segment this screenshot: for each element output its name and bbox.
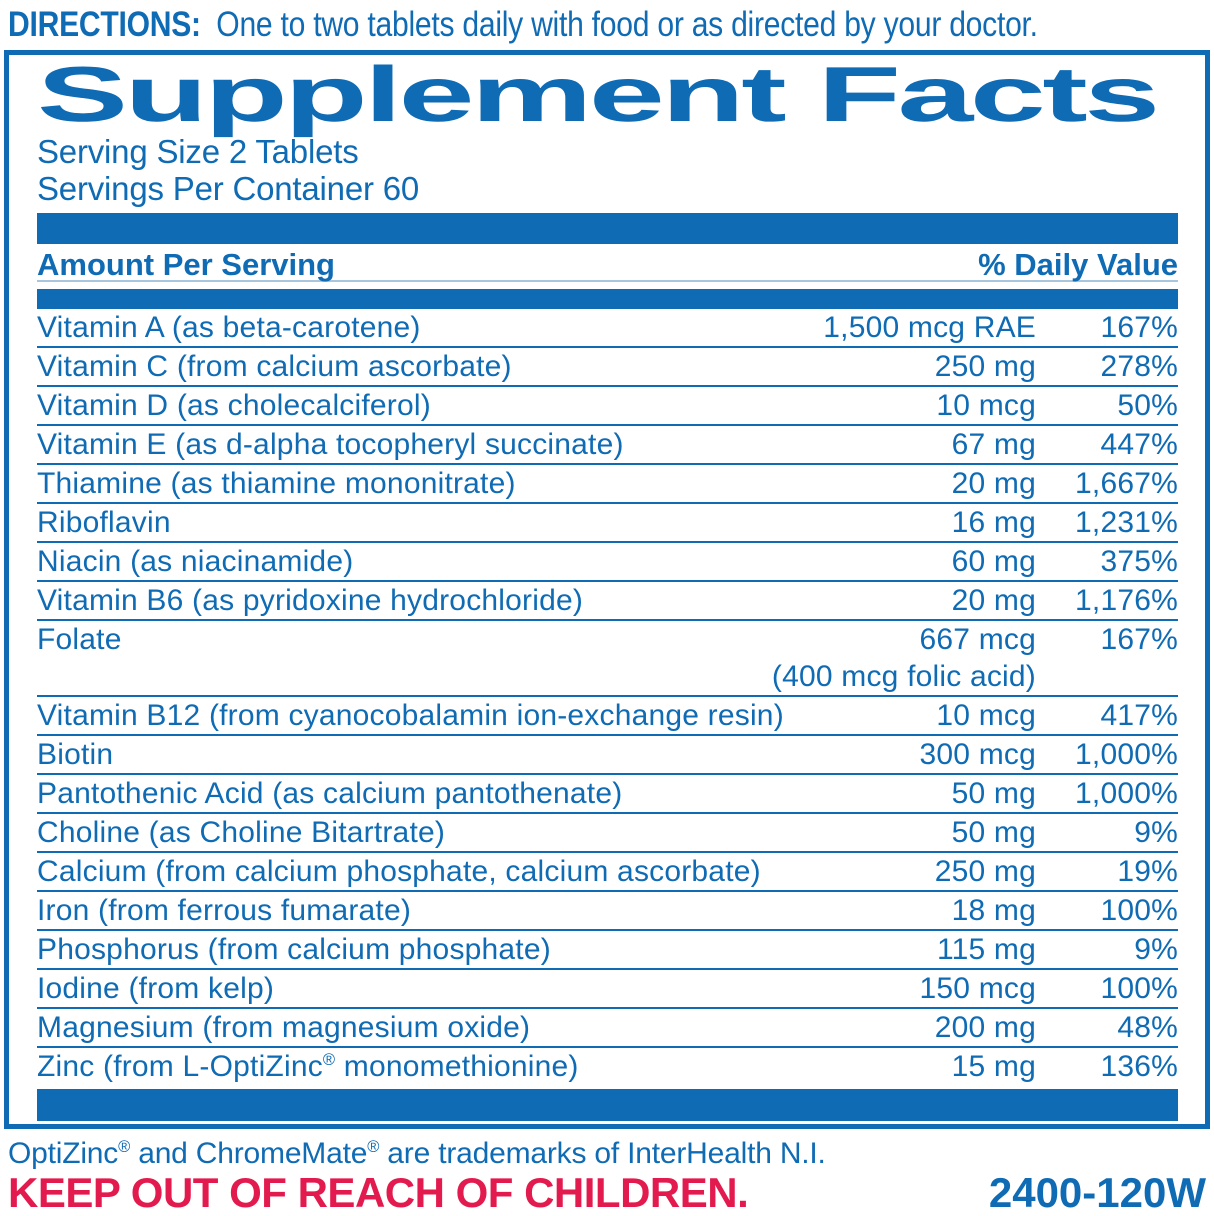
nutrient-name: Folate [37, 623, 122, 656]
nutrient-amount: 50 mg [951, 816, 1036, 849]
nutrient-name: Vitamin C (from calcium ascorbate) [37, 350, 512, 383]
nutrient-row: Vitamin E (as d-alpha tocopheryl succina… [37, 426, 1178, 465]
nutrient-amount: 67 mg [951, 428, 1036, 461]
nutrient-row: Vitamin D (as cholecalciferol) 10 mcg 50% [37, 387, 1178, 426]
nutrient-dv: 1,000% [1075, 738, 1178, 771]
divider-bar-top [37, 213, 1178, 244]
nutrient-dv: 417% [1100, 699, 1178, 732]
serving-size: Serving Size 2 Tablets [37, 133, 359, 170]
nutrient-amount: 15 mg [951, 1050, 1036, 1083]
nutrient-dv: 278% [1100, 350, 1178, 383]
nutrient-amount: 18 mg [951, 894, 1036, 927]
product-code: 2400-120W [988, 1169, 1206, 1216]
nutrient-row: Biotin 300 mcg 1,000% [37, 736, 1178, 775]
nutrient-row: Iodine (from kelp) 150 mcg 100% [37, 970, 1178, 1009]
nutrient-row: Calcium (from calcium phosphate, calcium… [37, 853, 1178, 892]
nutrient-name: Iodine (from kelp) [37, 972, 275, 1005]
nutrient-dv: 100% [1100, 972, 1178, 1005]
directions-line: DIRECTIONS: One to two tablets daily with… [0, 0, 1214, 46]
nutrient-row: Niacin (as niacinamide) 60 mg 375% [37, 543, 1178, 582]
nutrient-amount: 250 mg [934, 855, 1036, 888]
nutrient-amount: 667 mcg [919, 623, 1036, 656]
nutrient-name: Zinc (from L-OptiZinc® monomethionine) [37, 1050, 579, 1083]
nutrient-name: Phosphorus (from calcium phosphate) [37, 933, 551, 966]
directions-label: DIRECTIONS: [8, 5, 201, 44]
nutrient-dv: 50% [1117, 389, 1178, 422]
nutrient-row: Vitamin A (as beta-carotene) 1,500 mcg RA… [37, 309, 1178, 348]
nutrient-name: Thiamine (as thiamine mononitrate) [37, 467, 516, 500]
nutrient-dv: 100% [1100, 894, 1178, 927]
nutrient-name: Biotin [37, 738, 114, 771]
nutrient-name: Vitamin E (as d-alpha tocopheryl succina… [37, 428, 624, 461]
trademark-note: OptiZinc® and ChromeMate® are trademarks… [8, 1137, 826, 1170]
nutrient-name: Calcium (from calcium phosphate, calcium… [37, 855, 761, 888]
nutrient-dv: 48% [1117, 1011, 1178, 1044]
nutrient-amount: 115 mg [936, 933, 1036, 966]
servings-per-container: Servings Per Container 60 [37, 170, 420, 207]
nutrient-amount: 16 mg [951, 506, 1036, 539]
nutrient-name: Vitamin A (as beta-carotene) [37, 311, 421, 344]
warning-text: KEEP OUT OF REACH OF CHILDREN. [8, 1169, 749, 1216]
nutrient-amount: 20 mg [951, 584, 1036, 617]
nutrient-amount: 20 mg [951, 467, 1036, 500]
supplement-facts-title: Supplement Facts [37, 50, 1160, 138]
nutrient-dv: 9% [1134, 933, 1178, 966]
nutrient-row: Thiamine (as thiamine mononitrate) 20 mg 1… [37, 465, 1178, 504]
divider-bar-bottom [37, 1089, 1178, 1121]
nutrient-row: Magnesium (from magnesium oxide) 200 mg 48… [37, 1009, 1178, 1048]
nutrient-name: Niacin (as niacinamide) [37, 545, 354, 578]
nutrient-dv: 1,231% [1075, 506, 1178, 539]
nutrient-name: Magnesium (from magnesium oxide) [37, 1011, 531, 1044]
nutrient-row: Iron (from ferrous fumarate) 18 mg 100% [37, 892, 1178, 931]
amount-per-serving-header: Amount Per Serving [37, 247, 335, 282]
nutrient-row: Vitamin B6 (as pyridoxine hydrochloride)… [37, 582, 1178, 621]
nutrient-dv: 19% [1117, 855, 1178, 888]
nutrient-amount: 300 mcg [919, 738, 1036, 771]
nutrient-dv: 167% [1100, 623, 1178, 656]
daily-value-header: % Daily Value [978, 247, 1178, 282]
nutrient-row: Choline (as Choline Bitartrate) 50 mg 9% [37, 814, 1178, 853]
directions-text: One to two tablets daily with food or as… [216, 5, 1038, 44]
nutrient-name: Riboflavin [37, 506, 171, 539]
divider-bar-header [37, 289, 1178, 309]
nutrient-amount: 10 mcg [936, 699, 1036, 732]
nutrient-amount-note: (400 mcg folic acid) [771, 660, 1036, 693]
nutrient-dv: 447% [1100, 428, 1178, 461]
nutrient-row: Riboflavin 16 mg 1,231% [37, 504, 1178, 543]
nutrient-amount: 10 mcg [936, 389, 1036, 422]
nutrient-amount: 50 mg [951, 777, 1036, 810]
nutrient-amount: 200 mg [934, 1011, 1036, 1044]
nutrient-amount: 1,500 mcg RAE [823, 311, 1036, 344]
column-header-row: Amount Per Serving % Daily Value [37, 244, 1178, 282]
nutrient-row: Vitamin C (from calcium ascorbate) 250 mg… [37, 348, 1178, 387]
supplement-facts-box: Supplement Facts Serving Size 2 Tablets … [4, 50, 1210, 1129]
nutrient-dv: 136% [1100, 1050, 1178, 1083]
nutrient-row: Pantothenic Acid (as calcium pantothenat… [37, 775, 1178, 814]
footer-bottom-row: KEEP OUT OF REACH OF CHILDREN. 2400-120W [0, 1170, 1214, 1215]
nutrient-table: Vitamin A (as beta-carotene) 1,500 mcg RA… [37, 309, 1178, 1085]
nutrient-dv: 1,176% [1075, 584, 1178, 617]
nutrient-name: Choline (as Choline Bitartrate) [37, 816, 446, 849]
nutrient-name: Iron (from ferrous fumarate) [37, 894, 412, 927]
nutrient-row: Folate 667 mcg 167% (400 mcg folic acid) [37, 621, 1178, 697]
nutrient-name: Vitamin B12 (from cyanocobalamin ion-exc… [37, 699, 784, 732]
nutrient-name: Vitamin B6 (as pyridoxine hydrochloride) [37, 584, 584, 617]
nutrient-row: Vitamin B12 (from cyanocobalamin ion-exc… [37, 697, 1178, 736]
nutrient-amount: 60 mg [951, 545, 1036, 578]
nutrient-dv: 9% [1134, 816, 1178, 849]
nutrient-dv: 375% [1100, 545, 1178, 578]
nutrient-amount: 150 mcg [919, 972, 1036, 1005]
title-wrap: Supplement Facts [37, 50, 1178, 138]
nutrient-dv: 1,000% [1075, 777, 1178, 810]
nutrient-dv: 1,667% [1075, 467, 1178, 500]
nutrient-amount: 250 mg [934, 350, 1036, 383]
nutrient-row: Phosphorus (from calcium phosphate) 115 m… [37, 931, 1178, 970]
nutrient-dv: 167% [1100, 311, 1178, 344]
nutrient-name: Vitamin D (as cholecalciferol) [37, 389, 431, 422]
nutrient-row: Zinc (from L-OptiZinc® monomethionine) 15… [37, 1048, 1178, 1085]
nutrient-name: Pantothenic Acid (as calcium pantothenat… [37, 777, 623, 810]
